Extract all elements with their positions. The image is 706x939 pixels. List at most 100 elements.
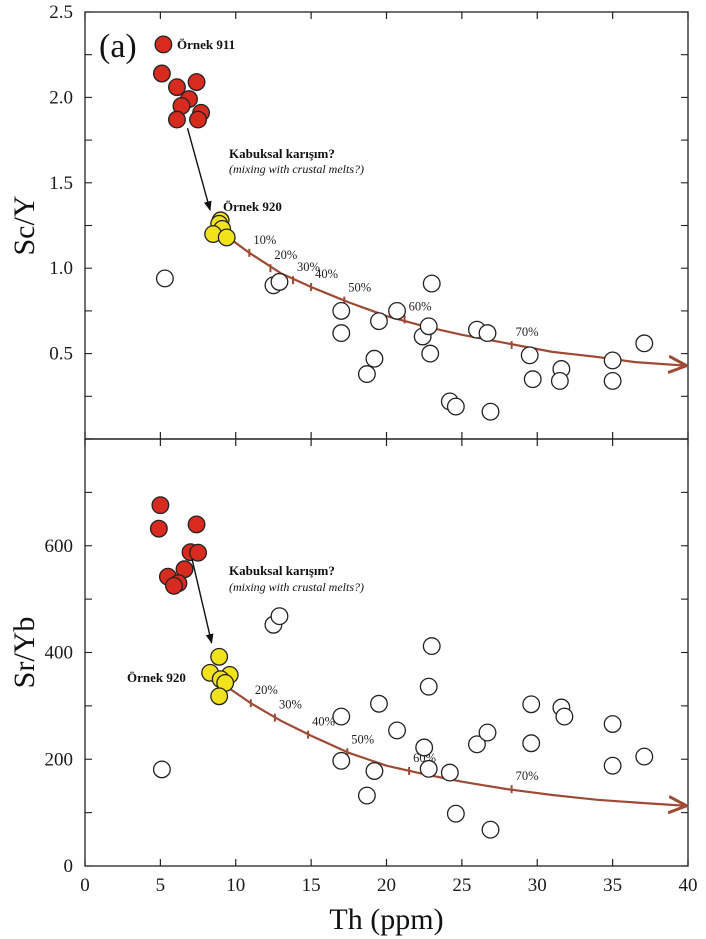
y-axis-title: Sc/Y: [8, 196, 41, 256]
point-sample: [603, 756, 622, 775]
label-ornek-920: Örnek 920: [127, 670, 186, 685]
point-sample: [388, 301, 407, 320]
point-sample: [603, 351, 622, 370]
point-sample: [357, 786, 376, 805]
point-sample: [419, 677, 438, 696]
curve-percent-label: 60%: [409, 299, 432, 313]
point-sample: [419, 317, 438, 336]
x-tick-label: 40: [679, 875, 698, 896]
curve-percent-label: 50%: [351, 732, 374, 746]
y-tick-label: 600: [45, 536, 74, 557]
chart-root: 0.51.01.52.02.5Sc/Y(a)10%20%30%40%50%60%…: [8, 2, 698, 936]
point-sample: [440, 763, 459, 782]
y-tick-label: 2.0: [49, 87, 73, 108]
point-sample: [550, 371, 569, 390]
point-sample: [446, 397, 465, 416]
point-sample: [421, 344, 440, 363]
curve-percent-label: 20%: [274, 248, 297, 262]
label-crustal-tr: Kabuksal karışım?: [229, 146, 335, 161]
point-sample: [603, 371, 622, 390]
x-tick-label: 5: [156, 875, 166, 896]
curve-percent-label: 70%: [516, 325, 539, 339]
x-tick-label: 25: [452, 875, 471, 896]
x-tick-label: 15: [302, 875, 321, 896]
point-ornek-911: [189, 110, 208, 129]
point-ornek-911: [154, 35, 173, 54]
point-sample: [522, 695, 541, 714]
label-ornek-920: Örnek 920: [223, 199, 282, 214]
point-ornek-911: [152, 64, 171, 83]
point-sample: [370, 694, 388, 713]
point-ornek-911: [151, 496, 170, 515]
point-sample: [270, 272, 289, 291]
point-sample: [365, 762, 384, 780]
point-sample: [481, 820, 500, 839]
mixing-arrow: [186, 127, 212, 212]
point-ornek-920: [210, 647, 229, 666]
y-tick-label: 200: [45, 749, 74, 770]
curve-percent-label: 10%: [253, 233, 276, 247]
point-sample: [478, 324, 497, 343]
point-sample: [419, 759, 438, 778]
point-sample: [332, 324, 351, 343]
point-ornek-911: [189, 543, 208, 562]
point-sample: [522, 734, 541, 753]
point-sample: [152, 760, 171, 779]
point-sample: [270, 607, 289, 626]
point-sample: [422, 274, 441, 293]
point-sample: [357, 365, 376, 384]
curve-percent-label: 30%: [297, 260, 320, 274]
y-tick-label: 1.5: [49, 173, 73, 194]
plot-frame-top: [84, 11, 689, 440]
label-crustal-en: (mixing with crustal melts?): [229, 162, 364, 176]
y-tick-label: 2.5: [49, 2, 73, 23]
point-sample: [635, 334, 654, 353]
point-sample: [603, 715, 622, 733]
point-ornek-911: [187, 515, 206, 534]
panel-top: 0.5 1.0 1.5 2.0 2.5 Sc/Y (a) 10%20%30%40% 50% 60%…: [8, 2, 689, 440]
curve-percent-label: 40%: [312, 715, 335, 729]
x-tick-label: 10: [226, 875, 245, 896]
curve-percent-label: 70%: [516, 769, 539, 783]
x-tick-label: 20: [377, 875, 396, 896]
label-crustal-en: (mixing with crustal melts?): [229, 580, 364, 594]
point-sample: [478, 723, 497, 742]
label-crustal-tr: Kabuksal karışım?: [229, 563, 335, 578]
point-sample: [332, 751, 351, 770]
point-sample: [481, 402, 500, 421]
point-sample: [422, 637, 441, 656]
curve-percent-label: 30%: [279, 698, 302, 712]
y-tick-label: 0: [64, 856, 74, 877]
point-sample: [332, 301, 351, 320]
panel-label: (a): [99, 28, 137, 65]
mixing-arrow: [191, 558, 214, 644]
plot-frame-bottom: [84, 438, 689, 867]
point-sample: [415, 738, 434, 757]
point-ornek-920: [217, 228, 236, 247]
y-axis-title: Sr/Yb: [8, 617, 41, 689]
point-sample: [446, 804, 465, 823]
point-ornek-911: [187, 73, 206, 91]
curve-percent-label: 20%: [255, 683, 278, 697]
y-tick-label: 1.0: [49, 258, 73, 279]
point-sample: [520, 346, 539, 365]
x-axis-title: Th (ppm): [329, 903, 443, 936]
point-ornek-920: [210, 687, 229, 706]
point-sample: [468, 735, 486, 754]
point-sample: [155, 269, 174, 288]
y-tick-label: 0.5: [49, 344, 73, 365]
curve-percent-label: 50%: [348, 281, 371, 295]
label-ornek-911: Örnek 911: [177, 37, 235, 52]
x-tick-label: 35: [603, 875, 622, 896]
point-sample: [332, 707, 351, 726]
point-ornek-911: [149, 519, 168, 538]
point-sample: [555, 707, 574, 726]
point-sample: [370, 312, 388, 331]
y-tick-label: 400: [45, 643, 74, 664]
x-tick-label: 0: [80, 875, 90, 896]
x-tick-label: 30: [528, 875, 547, 896]
point-ornek-911: [168, 78, 186, 97]
point-sample: [523, 370, 542, 389]
